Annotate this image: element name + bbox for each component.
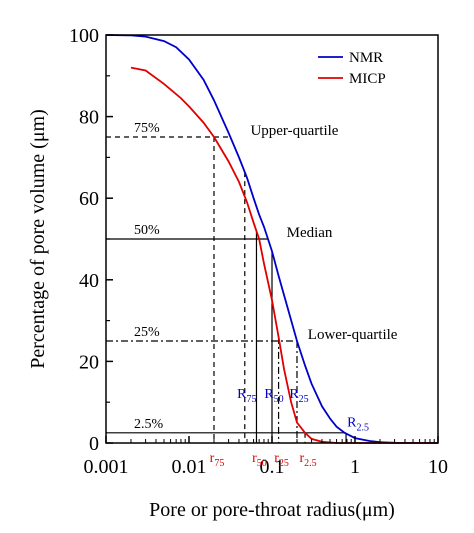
y-tick-label-5: 100 <box>69 25 99 47</box>
annotation-1: Median <box>287 225 333 241</box>
x-tick-label-3: 1 <box>350 456 360 478</box>
x-tick-label-4: 10 <box>428 456 448 478</box>
x-tick-label-0: 0.001 <box>84 456 129 478</box>
marker-label-nmr-7: R2.5 <box>347 416 369 434</box>
legend-label-nmr: NMR <box>349 50 383 66</box>
series-line-nmr <box>105 34 438 444</box>
y-tick-label-4: 80 <box>79 107 99 129</box>
marker-label-nmr-6: R25 <box>289 387 308 405</box>
x-axis-title: Pore or pore-throat radius(μm) <box>149 499 395 521</box>
x-tick-label-1: 0.01 <box>172 456 207 478</box>
annotation-0: Upper-quartile <box>250 123 338 139</box>
reference-label-2: 25% <box>134 325 160 340</box>
marker-label-nmr-4: R75 <box>237 387 256 405</box>
y-tick-label-3: 60 <box>79 188 99 210</box>
reference-label-3: 2.5% <box>134 417 164 432</box>
y-axis-title: Percentage of pore volume (μm) <box>27 109 49 369</box>
y-tick-label-2: 40 <box>79 270 99 292</box>
y-tick-label-0: 0 <box>89 433 99 455</box>
marker-label-nmr-5: R50 <box>264 387 283 405</box>
legend-label-micp: MICP <box>349 71 386 87</box>
marker-label-micp-2: r25 <box>274 451 289 469</box>
marker-label-micp-3: r2.5 <box>299 451 316 469</box>
y-tick-label-1: 20 <box>79 351 99 373</box>
annotation-2: Lower-quartile <box>308 327 398 343</box>
marker-label-micp-0: r75 <box>210 451 225 469</box>
marker-label-micp-1: r50 <box>252 451 267 469</box>
x-tick-label-2: 0.1 <box>260 456 285 478</box>
series-line-micp <box>130 66 438 444</box>
reference-label-1: 50% <box>134 223 160 238</box>
reference-label-0: 75% <box>134 121 160 136</box>
